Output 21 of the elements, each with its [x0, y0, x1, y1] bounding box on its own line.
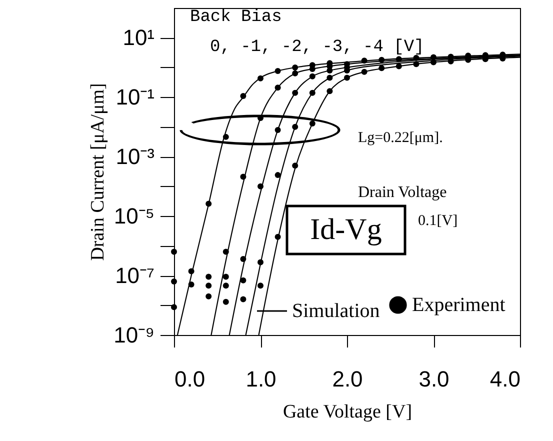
- y-tick-label: 10⁻⁷: [115, 263, 155, 288]
- y-tick-label: 10⁻³: [116, 144, 154, 170]
- annotation: Drain Voltage: [358, 184, 447, 201]
- y-axis-title: Drain Current [μA/μm]: [88, 83, 109, 261]
- annotation: Id-Vg: [310, 213, 382, 246]
- annotation: Back Bias: [190, 8, 282, 27]
- x-tick-label: 0.0: [174, 366, 206, 392]
- x-axis-title: Gate Voltage [V]: [282, 402, 412, 422]
- x-tick-label: 3.0: [418, 366, 450, 392]
- y-tick-label: 10⁻⁵: [114, 204, 154, 229]
- y-tick-label: 10⁻⁹: [114, 322, 154, 348]
- y-tick-label: 10⁻¹: [116, 84, 154, 110]
- x-tick-label: 4.0: [490, 366, 520, 392]
- annotation: 0.1[V]: [418, 213, 458, 229]
- legend-label: Experiment: [412, 294, 506, 316]
- annotation: Lg=0.22[μm].: [358, 130, 443, 146]
- legend-label: Simulation: [292, 300, 380, 322]
- x-tick-label: 1.0: [246, 366, 276, 392]
- y-tick-label: 10¹: [122, 25, 154, 50]
- annotation: 0, -1, -2, -3, -4 [V]: [210, 38, 424, 57]
- x-tick-label: 2.0: [332, 366, 363, 392]
